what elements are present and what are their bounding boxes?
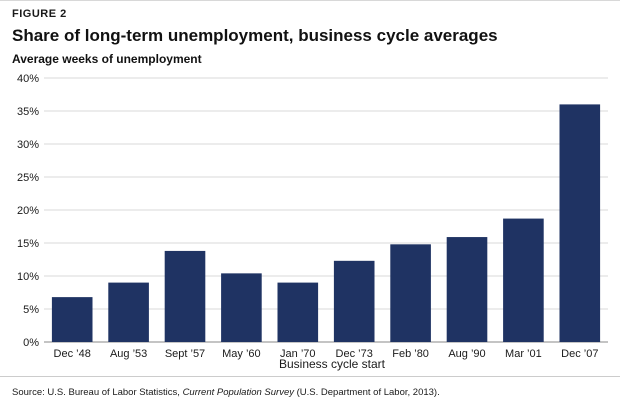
x-tick-label: Dec ’73 <box>336 348 373 360</box>
bar <box>277 282 319 342</box>
y-tick-label: 20% <box>17 205 39 217</box>
x-axis-title: Business cycle start <box>279 357 386 371</box>
figure-label: FIGURE 2 <box>12 8 67 20</box>
bar <box>221 273 262 342</box>
y-tick-label: 30% <box>17 139 39 151</box>
bars <box>51 104 601 343</box>
x-tick-label: Dec ’07 <box>561 348 598 360</box>
x-tick-label: Feb ’80 <box>392 348 429 360</box>
x-tick-label: Sept ’57 <box>165 348 205 360</box>
y-tick-label: 25% <box>17 172 39 184</box>
source-note: Source: U.S. Bureau of Labor Statistics,… <box>12 387 440 398</box>
chart-title: Share of long-term unemployment, busines… <box>12 26 498 45</box>
bar <box>164 250 206 342</box>
y-tick-label: 40% <box>17 73 39 85</box>
y-axis-title: Average weeks of unemployment <box>12 52 202 66</box>
x-tick-label: Dec ’48 <box>54 348 91 360</box>
footer-divider <box>0 376 620 377</box>
x-tick-label: May ’60 <box>222 348 261 360</box>
source-prefix: Source: U.S. Bureau of Labor Statistics, <box>12 387 183 398</box>
x-axis-ticks: Dec ’48 Aug ’53 Sept ’57 May ’60 Jan ’70 Dec … <box>54 348 599 360</box>
bar <box>390 244 431 342</box>
bar <box>559 104 601 343</box>
y-tick-label: 35% <box>17 106 39 118</box>
bar <box>108 282 149 342</box>
x-tick-label: Jan ’70 <box>280 348 315 360</box>
y-tick-label: 5% <box>23 304 39 316</box>
bar <box>333 260 375 342</box>
source-suffix: (U.S. Department of Labor, 2013). <box>293 387 440 398</box>
y-tick-label: 0% <box>23 337 39 349</box>
x-tick-label: Aug ’53 <box>110 348 147 360</box>
bar <box>446 237 488 342</box>
x-tick-label: Mar ’01 <box>505 348 542 360</box>
source-title: Current Population Survey <box>182 387 294 398</box>
y-tick-label: 15% <box>17 238 39 250</box>
y-tick-label: 10% <box>17 271 39 283</box>
x-tick-label: Aug ’90 <box>448 348 485 360</box>
bar <box>51 297 93 342</box>
y-axis-ticks: 0% 5% 10% 15% 20% 25% 30% 35% 40% <box>17 73 39 349</box>
bar <box>503 218 544 342</box>
